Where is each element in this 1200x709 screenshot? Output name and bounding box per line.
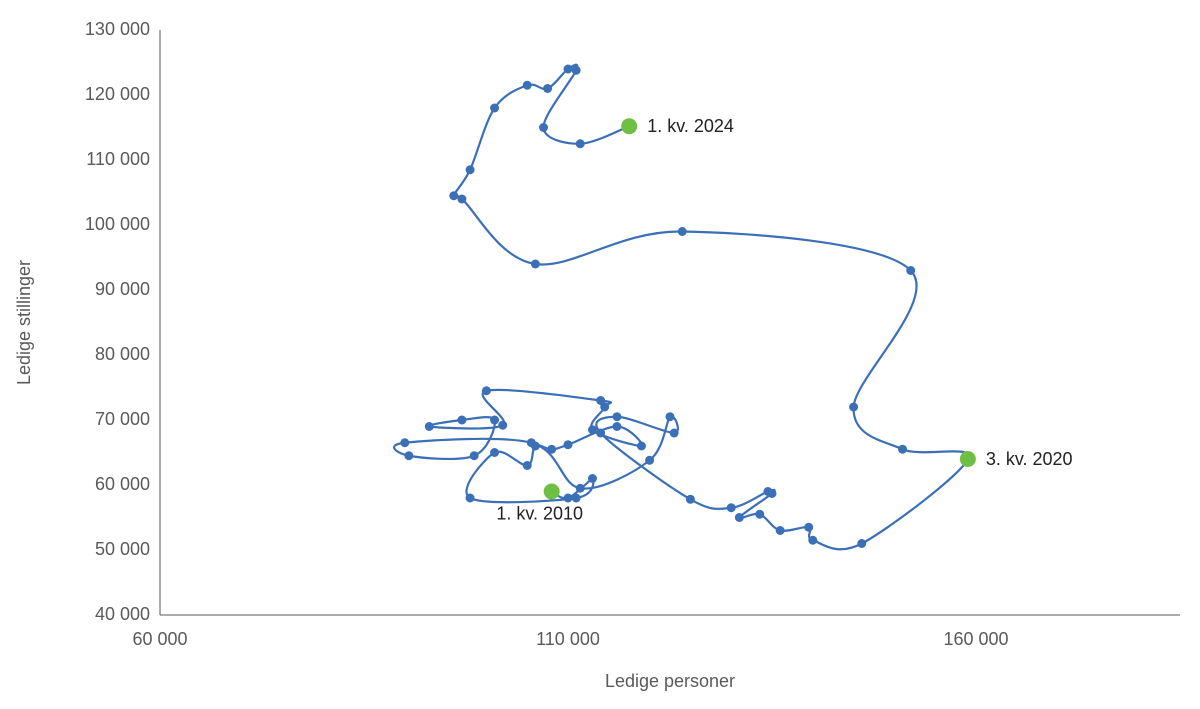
svg-text:Ledige stillinger: Ledige stillinger — [14, 260, 34, 385]
svg-text:80 000: 80 000 — [95, 344, 150, 364]
svg-text:1. kv. 2024: 1. kv. 2024 — [647, 116, 734, 136]
svg-text:3. kv. 2020: 3. kv. 2020 — [986, 449, 1073, 469]
svg-text:90 000: 90 000 — [95, 279, 150, 299]
svg-text:160 000: 160 000 — [943, 629, 1008, 649]
svg-text:130 000: 130 000 — [85, 19, 150, 39]
svg-text:70 000: 70 000 — [95, 409, 150, 429]
svg-text:110 000: 110 000 — [86, 149, 150, 169]
svg-text:60 000: 60 000 — [95, 474, 150, 494]
svg-text:50 000: 50 000 — [95, 539, 150, 559]
chart-svg: 40 000 50 000 60 000 70 000 80 000 90 000 100 … — [0, 0, 1200, 709]
svg-text:Ledige personer: Ledige personer — [605, 671, 735, 691]
svg-text:60 000: 60 000 — [132, 629, 187, 649]
beveridge-chart: 40 000 50 000 60 000 70 000 80 000 90 000 100 … — [0, 0, 1200, 709]
svg-text:100 000: 100 000 — [85, 214, 150, 234]
svg-text:1. kv. 2010: 1. kv. 2010 — [496, 504, 583, 524]
svg-text:120 000: 120 000 — [85, 84, 150, 104]
svg-text:40 000: 40 000 — [95, 604, 150, 624]
svg-text:110 000: 110 000 — [536, 629, 600, 649]
